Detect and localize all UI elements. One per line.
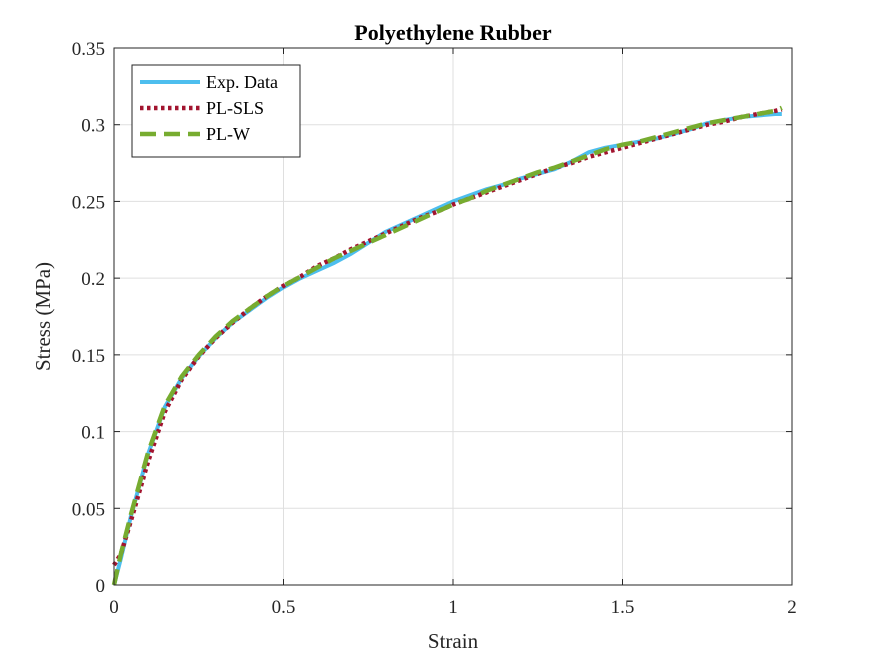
legend-label: PL-SLS <box>206 98 264 118</box>
chart-title: Polyethylene Rubber <box>354 20 552 45</box>
y-tick-label: 0.05 <box>72 499 105 520</box>
series-group <box>111 105 783 586</box>
x-tick-label: 1 <box>448 597 458 618</box>
y-axis-title: Stress (MPa) <box>31 262 55 371</box>
axes <box>113 47 793 586</box>
y-tick-label: 0 <box>96 576 106 597</box>
x-tick-label: 2 <box>787 597 797 618</box>
legend: Exp. Data PL-SLS PL-W <box>131 64 301 158</box>
y-tick-label: 0.25 <box>72 192 105 213</box>
tick-labels: 0 0.5 1 1.5 2 0 0.05 0.1 0.15 0.2 0.25 0.3 0.35 <box>72 39 797 618</box>
y-tick-label: 0.35 <box>72 39 105 60</box>
x-tick-label: 0.5 <box>272 597 296 618</box>
y-tick-label: 0.3 <box>81 116 105 137</box>
legend-label: Exp. Data <box>206 72 278 92</box>
y-tick-label: 0.1 <box>81 423 105 444</box>
x-tick-label: 0 <box>109 597 119 618</box>
legend-label: PL-W <box>206 124 250 144</box>
x-axis-title: Strain <box>428 629 479 653</box>
y-tick-label: 0.2 <box>81 269 105 290</box>
series-line-pl-w <box>111 105 783 586</box>
x-tick-label: 1.5 <box>611 597 635 618</box>
y-tick-label: 0.15 <box>72 346 105 367</box>
